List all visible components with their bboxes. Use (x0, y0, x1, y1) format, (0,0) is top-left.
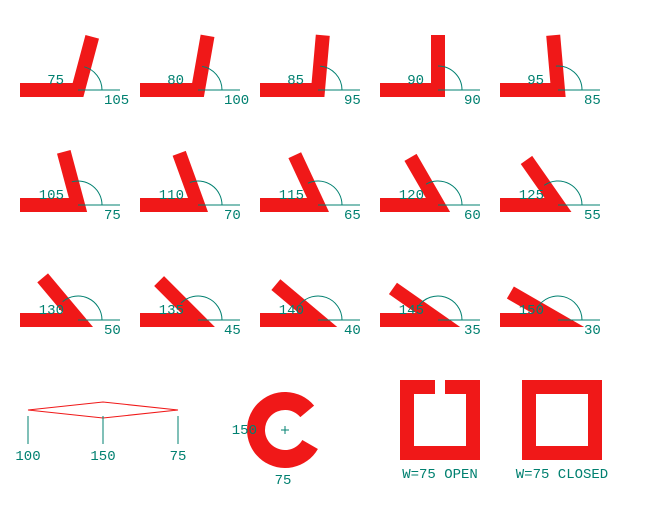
center-mark (281, 426, 289, 434)
angle-value: 35 (464, 323, 481, 339)
profile-label: 100 (15, 449, 40, 465)
angle-complement: 135 (159, 303, 184, 319)
angle-value: 100 (224, 93, 249, 109)
angle-complement: 90 (407, 73, 424, 89)
angle-complement: 85 (287, 73, 304, 89)
square-open (407, 387, 473, 453)
angle-complement: 80 (167, 73, 184, 89)
angle-complement: 145 (399, 303, 424, 319)
angle-value: 70 (224, 208, 241, 224)
angle-complement: 150 (519, 303, 544, 319)
profile-label: 150 (90, 449, 115, 465)
angle-value: 55 (584, 208, 601, 224)
square-gap (435, 379, 445, 395)
angle-value: 95 (344, 93, 361, 109)
square-closed (529, 387, 595, 453)
square-closed-label: W=75 CLOSED (516, 467, 608, 483)
angle-complement: 140 (279, 303, 304, 319)
angle-value: 50 (104, 323, 121, 339)
profile-outline (28, 402, 178, 418)
angle-value: 105 (104, 93, 129, 109)
angle-complement: 105 (39, 188, 64, 204)
angle-value: 40 (344, 323, 361, 339)
angle-complement: 130 (39, 303, 64, 319)
angle-complement: 115 (279, 188, 304, 204)
arc-outer-label: 150 (232, 423, 257, 439)
angle-value: 85 (584, 93, 601, 109)
angle-value: 60 (464, 208, 481, 224)
angle-value: 30 (584, 323, 601, 339)
angle-complement: 75 (47, 73, 64, 89)
angle-value: 65 (344, 208, 361, 224)
angle-complement: 95 (527, 73, 544, 89)
angle-value: 75 (104, 208, 121, 224)
arc-inner-label: 75 (275, 473, 292, 489)
angle-complement: 110 (159, 188, 184, 204)
square-open-label: W=75 OPEN (402, 467, 478, 483)
angle-complement: 120 (399, 188, 424, 204)
profile-label: 75 (170, 449, 187, 465)
angle-complement: 125 (519, 188, 544, 204)
angle-value: 45 (224, 323, 241, 339)
angle-value: 90 (464, 93, 481, 109)
